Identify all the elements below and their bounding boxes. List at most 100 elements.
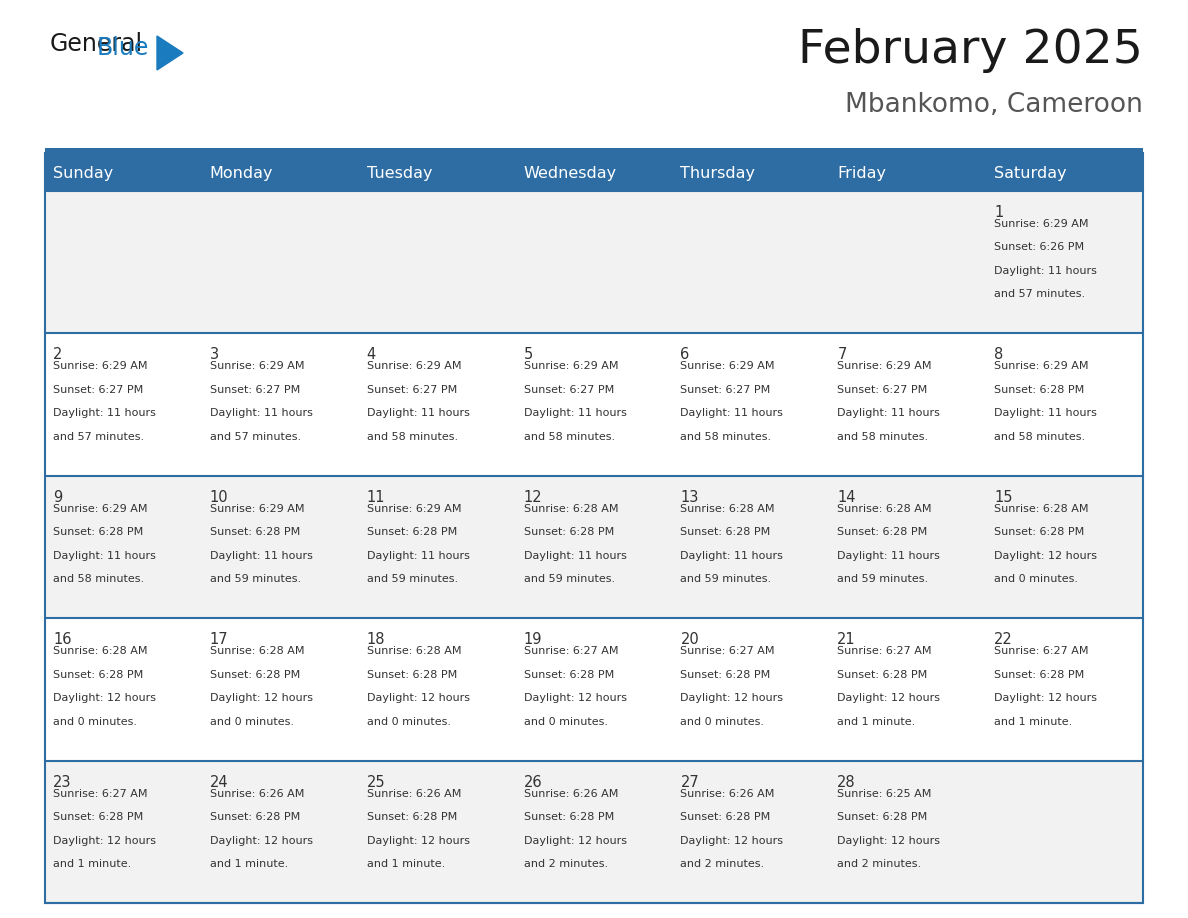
Text: Thursday: Thursday <box>681 166 756 182</box>
Text: 25: 25 <box>367 775 385 789</box>
Text: Tuesday: Tuesday <box>367 166 432 182</box>
Text: Monday: Monday <box>210 166 273 182</box>
Text: Sunrise: 6:28 AM: Sunrise: 6:28 AM <box>524 504 618 514</box>
Text: Sunset: 6:28 PM: Sunset: 6:28 PM <box>994 527 1085 537</box>
Text: Sunset: 6:28 PM: Sunset: 6:28 PM <box>367 527 457 537</box>
Text: Sunrise: 6:29 AM: Sunrise: 6:29 AM <box>53 362 147 372</box>
Text: Blue: Blue <box>97 36 150 60</box>
Text: Sunrise: 6:28 AM: Sunrise: 6:28 AM <box>367 646 461 656</box>
Bar <box>45 153 1143 903</box>
Text: Daylight: 12 hours: Daylight: 12 hours <box>994 551 1098 561</box>
Text: Sunrise: 6:28 AM: Sunrise: 6:28 AM <box>210 646 304 656</box>
Text: Sunset: 6:28 PM: Sunset: 6:28 PM <box>838 812 928 823</box>
Text: Sunset: 6:27 PM: Sunset: 6:27 PM <box>524 385 614 395</box>
Text: Daylight: 12 hours: Daylight: 12 hours <box>838 835 940 845</box>
Text: 8: 8 <box>994 347 1004 363</box>
Text: Sunrise: 6:27 AM: Sunrise: 6:27 AM <box>524 646 618 656</box>
Text: Sunrise: 6:28 AM: Sunrise: 6:28 AM <box>681 504 775 514</box>
Text: and 1 minute.: and 1 minute. <box>838 717 916 727</box>
Text: Sunset: 6:28 PM: Sunset: 6:28 PM <box>53 670 144 679</box>
Text: Sunset: 6:28 PM: Sunset: 6:28 PM <box>210 670 301 679</box>
Text: Sunset: 6:26 PM: Sunset: 6:26 PM <box>994 242 1085 252</box>
Text: Sunrise: 6:27 AM: Sunrise: 6:27 AM <box>994 646 1088 656</box>
Text: and 59 minutes.: and 59 minutes. <box>681 575 771 584</box>
Text: 4: 4 <box>367 347 375 363</box>
Text: Sunset: 6:27 PM: Sunset: 6:27 PM <box>838 385 928 395</box>
Bar <box>45 761 1143 903</box>
Text: Sunrise: 6:29 AM: Sunrise: 6:29 AM <box>838 362 931 372</box>
Text: Daylight: 11 hours: Daylight: 11 hours <box>53 409 156 419</box>
Text: and 58 minutes.: and 58 minutes. <box>524 431 614 442</box>
Text: Sunrise: 6:28 AM: Sunrise: 6:28 AM <box>838 504 931 514</box>
Text: and 1 minute.: and 1 minute. <box>53 859 131 869</box>
Text: Sunset: 6:28 PM: Sunset: 6:28 PM <box>524 527 614 537</box>
Text: 28: 28 <box>838 775 855 789</box>
Text: 16: 16 <box>53 633 71 647</box>
Text: 20: 20 <box>681 633 700 647</box>
Text: Daylight: 12 hours: Daylight: 12 hours <box>53 693 156 703</box>
Text: Sunset: 6:28 PM: Sunset: 6:28 PM <box>838 527 928 537</box>
Text: Sunrise: 6:27 AM: Sunrise: 6:27 AM <box>53 789 147 799</box>
Text: and 57 minutes.: and 57 minutes. <box>994 289 1086 299</box>
Text: and 2 minutes.: and 2 minutes. <box>524 859 608 869</box>
Text: Sunrise: 6:26 AM: Sunrise: 6:26 AM <box>367 789 461 799</box>
Text: Sunset: 6:28 PM: Sunset: 6:28 PM <box>994 670 1085 679</box>
Text: Sunset: 6:27 PM: Sunset: 6:27 PM <box>367 385 457 395</box>
Text: Daylight: 11 hours: Daylight: 11 hours <box>994 266 1097 276</box>
Text: 9: 9 <box>53 490 62 505</box>
Bar <box>45 148 1143 153</box>
Bar <box>45 153 1143 191</box>
Text: Daylight: 12 hours: Daylight: 12 hours <box>53 835 156 845</box>
Text: Sunrise: 6:29 AM: Sunrise: 6:29 AM <box>994 362 1088 372</box>
Text: and 57 minutes.: and 57 minutes. <box>53 431 144 442</box>
Text: Sunset: 6:27 PM: Sunset: 6:27 PM <box>53 385 144 395</box>
Text: and 0 minutes.: and 0 minutes. <box>681 717 764 727</box>
Text: and 2 minutes.: and 2 minutes. <box>838 859 922 869</box>
Text: Sunrise: 6:29 AM: Sunrise: 6:29 AM <box>367 504 461 514</box>
Text: and 2 minutes.: and 2 minutes. <box>681 859 765 869</box>
Text: Sunday: Sunday <box>53 166 113 182</box>
Text: Daylight: 11 hours: Daylight: 11 hours <box>210 409 312 419</box>
Text: Sunrise: 6:27 AM: Sunrise: 6:27 AM <box>838 646 931 656</box>
Text: Daylight: 11 hours: Daylight: 11 hours <box>210 551 312 561</box>
Text: and 58 minutes.: and 58 minutes. <box>53 575 144 584</box>
Text: 27: 27 <box>681 775 700 789</box>
Text: and 58 minutes.: and 58 minutes. <box>367 431 457 442</box>
Text: Sunset: 6:27 PM: Sunset: 6:27 PM <box>681 385 771 395</box>
Text: Sunset: 6:28 PM: Sunset: 6:28 PM <box>524 670 614 679</box>
Text: Sunset: 6:28 PM: Sunset: 6:28 PM <box>53 527 144 537</box>
Text: 11: 11 <box>367 490 385 505</box>
Text: and 1 minute.: and 1 minute. <box>367 859 446 869</box>
Text: Sunrise: 6:29 AM: Sunrise: 6:29 AM <box>210 504 304 514</box>
Text: Sunrise: 6:25 AM: Sunrise: 6:25 AM <box>838 789 931 799</box>
Text: 14: 14 <box>838 490 855 505</box>
Text: 18: 18 <box>367 633 385 647</box>
Text: Sunset: 6:28 PM: Sunset: 6:28 PM <box>367 812 457 823</box>
Text: Sunrise: 6:28 AM: Sunrise: 6:28 AM <box>53 646 147 656</box>
Bar <box>45 191 1143 333</box>
Polygon shape <box>157 36 183 70</box>
Text: and 58 minutes.: and 58 minutes. <box>994 431 1086 442</box>
Text: Sunset: 6:28 PM: Sunset: 6:28 PM <box>210 527 301 537</box>
Text: Sunrise: 6:26 AM: Sunrise: 6:26 AM <box>524 789 618 799</box>
Text: 23: 23 <box>53 775 71 789</box>
Text: Daylight: 11 hours: Daylight: 11 hours <box>524 409 626 419</box>
Text: Daylight: 12 hours: Daylight: 12 hours <box>367 835 469 845</box>
Text: and 57 minutes.: and 57 minutes. <box>210 431 301 442</box>
Text: General: General <box>50 32 143 56</box>
Text: Sunset: 6:28 PM: Sunset: 6:28 PM <box>367 670 457 679</box>
Text: 12: 12 <box>524 490 542 505</box>
Text: and 0 minutes.: and 0 minutes. <box>994 575 1079 584</box>
Text: Daylight: 11 hours: Daylight: 11 hours <box>994 409 1097 419</box>
Text: Friday: Friday <box>838 166 886 182</box>
Text: Saturday: Saturday <box>994 166 1067 182</box>
Text: Daylight: 12 hours: Daylight: 12 hours <box>994 693 1098 703</box>
Text: Sunrise: 6:29 AM: Sunrise: 6:29 AM <box>53 504 147 514</box>
Text: Daylight: 12 hours: Daylight: 12 hours <box>524 693 626 703</box>
Text: Sunset: 6:28 PM: Sunset: 6:28 PM <box>524 812 614 823</box>
Text: 19: 19 <box>524 633 542 647</box>
Text: Sunset: 6:28 PM: Sunset: 6:28 PM <box>681 812 771 823</box>
Text: Sunrise: 6:26 AM: Sunrise: 6:26 AM <box>210 789 304 799</box>
Text: Sunrise: 6:27 AM: Sunrise: 6:27 AM <box>681 646 775 656</box>
Text: Daylight: 11 hours: Daylight: 11 hours <box>838 551 940 561</box>
